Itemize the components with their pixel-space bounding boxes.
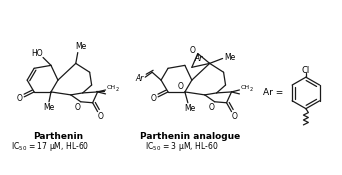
Text: O: O	[190, 46, 196, 55]
Text: IC$_{50}$ = 3 μM, HL-60: IC$_{50}$ = 3 μM, HL-60	[145, 139, 219, 153]
Text: CH: CH	[107, 85, 116, 89]
Text: O: O	[177, 82, 183, 90]
Text: IC$_{50}$ = 17 μM, HL-60: IC$_{50}$ = 17 μM, HL-60	[11, 139, 90, 153]
Text: Parthenin analogue: Parthenin analogue	[140, 132, 240, 141]
Text: Cl: Cl	[302, 66, 310, 75]
Text: Parthenin: Parthenin	[33, 132, 83, 141]
Text: O: O	[97, 112, 104, 121]
Text: Me: Me	[224, 53, 235, 62]
Text: Me: Me	[75, 42, 87, 51]
Text: O: O	[209, 103, 214, 112]
Text: Me: Me	[43, 103, 55, 112]
Text: 2: 2	[250, 88, 253, 92]
Text: HO: HO	[31, 49, 43, 58]
Text: Ar =: Ar =	[263, 88, 283, 97]
Text: 2: 2	[116, 88, 119, 92]
Text: O: O	[16, 94, 22, 103]
Text: O: O	[75, 103, 81, 112]
Text: O: O	[232, 112, 237, 121]
Text: CH: CH	[241, 85, 250, 89]
Text: Ar: Ar	[135, 74, 143, 83]
Text: Ar: Ar	[195, 54, 203, 63]
Text: O: O	[150, 94, 156, 103]
Text: Me: Me	[184, 104, 196, 113]
